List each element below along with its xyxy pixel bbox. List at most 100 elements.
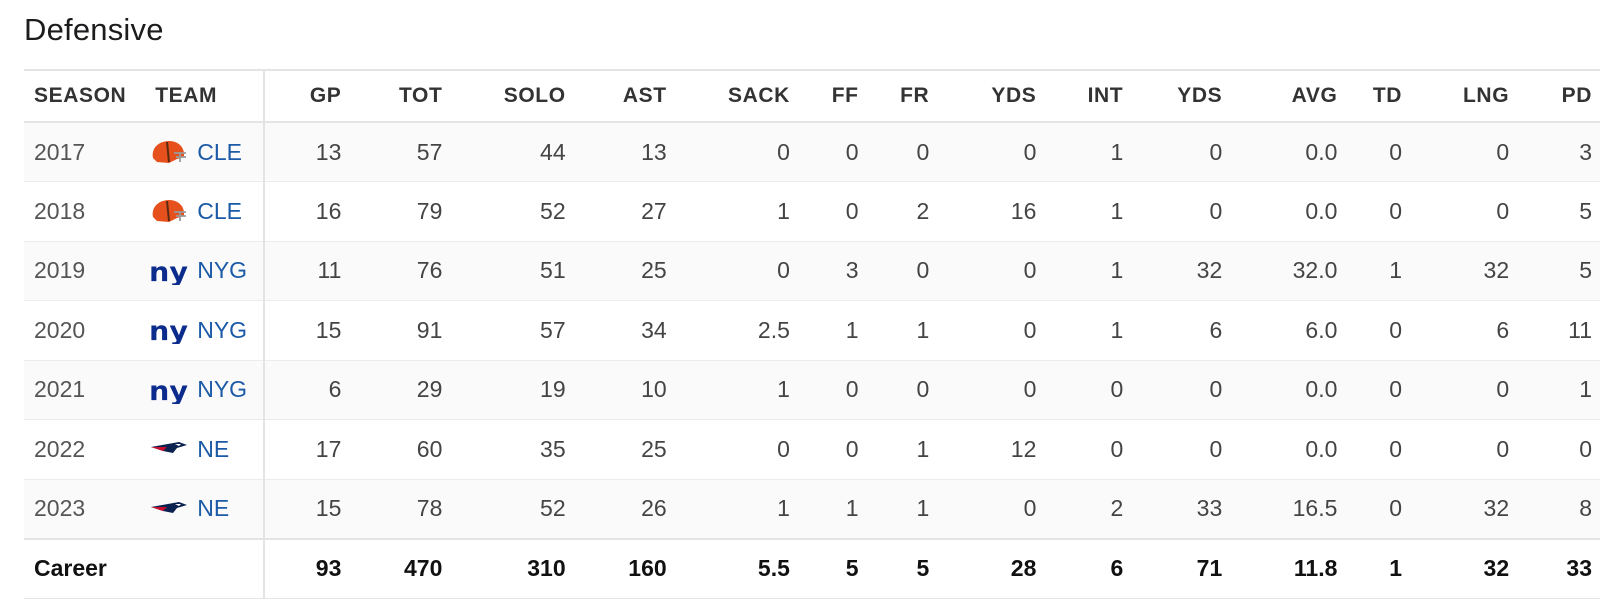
- yds-fumble-cell: 16: [1010, 197, 1037, 224]
- yds-fumble-cell: 0: [1023, 257, 1037, 284]
- table-row: 2021 ny NYG 6 29 19 10 1 0 0 0 0 0 0.0 0 0 1: [24, 360, 1600, 420]
- season-cell: 2022: [34, 435, 86, 462]
- avg-cell: 16.5: [1292, 495, 1338, 521]
- team-link[interactable]: NE: [197, 435, 230, 462]
- pd-cell: 11: [1568, 316, 1592, 343]
- team-cell[interactable]: ny NYG: [145, 241, 266, 301]
- header-solo[interactable]: SOLO: [503, 84, 566, 107]
- header-ast[interactable]: AST: [622, 84, 667, 107]
- gp-cell: 6: [328, 376, 342, 403]
- team-link[interactable]: NE: [197, 495, 230, 521]
- season-cell: 2019: [34, 257, 86, 284]
- gp-cell: 15: [315, 495, 342, 521]
- yds-fumble-cell: 0: [1023, 138, 1037, 165]
- tot-cell: 79: [416, 197, 443, 224]
- int-cell: 1: [1110, 316, 1124, 343]
- gp-cell: 16: [315, 197, 342, 224]
- ff-cell: 3: [845, 257, 859, 284]
- header-yds-int[interactable]: YDS: [1177, 84, 1223, 107]
- lng-cell: 0: [1496, 197, 1510, 224]
- yds-int-cell: 0: [1209, 435, 1223, 462]
- career-gp: 93: [315, 555, 342, 581]
- career-pd: 33: [1566, 555, 1592, 581]
- gp-cell: 15: [315, 316, 342, 343]
- team-link[interactable]: NYG: [197, 257, 248, 284]
- header-int[interactable]: INT: [1087, 84, 1124, 107]
- int-cell: 1: [1110, 257, 1124, 284]
- season-cell: 2021: [34, 376, 86, 403]
- career-lng: 32: [1483, 555, 1510, 581]
- team-cell[interactable]: NE: [145, 419, 266, 479]
- header-team[interactable]: TEAM: [145, 70, 266, 122]
- tot-cell: 91: [416, 316, 443, 343]
- tot-cell: 57: [416, 138, 443, 165]
- team-link[interactable]: NYG: [197, 376, 248, 403]
- ff-cell: 0: [845, 197, 859, 224]
- career-yds-int: 71: [1196, 555, 1223, 581]
- tot-cell: 29: [416, 376, 443, 403]
- ff-cell: 1: [845, 316, 859, 343]
- avg-cell: 32.0: [1292, 257, 1338, 284]
- solo-cell: 19: [540, 376, 566, 403]
- yds-int-cell: 0: [1209, 138, 1223, 165]
- ff-cell: 0: [845, 376, 859, 403]
- header-sack[interactable]: SACK: [728, 84, 790, 107]
- svg-text:ny: ny: [149, 257, 188, 285]
- int-cell: 1: [1110, 197, 1124, 224]
- team-cell[interactable]: CLE: [145, 181, 266, 241]
- ast-cell: 25: [641, 435, 667, 462]
- header-row: SEASON TEAM GP TOT SOLO AST SACK FF FR Y…: [24, 70, 1600, 122]
- team-link[interactable]: CLE: [197, 138, 242, 165]
- career-team: [145, 538, 266, 598]
- sack-cell: 0: [777, 138, 790, 165]
- career-int: 6: [1110, 555, 1124, 581]
- sack-cell: 1: [777, 376, 790, 403]
- sack-cell: 1: [777, 197, 790, 224]
- table-row: 2022 NE 17 60 35 25 0 0 1 12 0 0 0.0 0 0 0: [24, 419, 1600, 479]
- header-season[interactable]: SEASON: [34, 84, 127, 107]
- header-pd[interactable]: PD: [1561, 84, 1592, 107]
- lng-cell: 32: [1483, 495, 1510, 521]
- section-title: Defensive: [24, 12, 164, 47]
- gp-cell: 13: [315, 138, 342, 165]
- season-cell: 2018: [34, 197, 86, 224]
- header-gp[interactable]: GP: [309, 84, 342, 107]
- header-fr[interactable]: FR: [900, 84, 930, 107]
- season-cell: 2017: [34, 138, 86, 165]
- header-ff[interactable]: FF: [831, 84, 859, 107]
- solo-cell: 52: [540, 197, 566, 224]
- gp-cell: 17: [315, 435, 342, 462]
- team-link[interactable]: NYG: [197, 316, 248, 343]
- fr-cell: 2: [916, 197, 930, 224]
- header-lng[interactable]: LNG: [1463, 84, 1510, 107]
- team-link[interactable]: CLE: [197, 197, 242, 224]
- sack-cell: 1: [777, 495, 790, 521]
- giants-ny-icon: ny: [149, 257, 188, 288]
- yds-fumble-cell: 12: [1010, 435, 1037, 462]
- header-tot[interactable]: TOT: [398, 84, 443, 107]
- table-row: 2018 CLE 16 79 52 27 1 0 2 16 1 0 0.0 0 0 5: [24, 181, 1600, 241]
- lng-cell: 32: [1483, 257, 1510, 284]
- td-cell: 0: [1389, 138, 1403, 165]
- avg-cell: 0.0: [1305, 435, 1338, 462]
- career-tot: 470: [404, 555, 443, 581]
- header-avg[interactable]: AVG: [1291, 84, 1338, 107]
- header-yds-fumble[interactable]: YDS: [991, 84, 1037, 107]
- team-cell[interactable]: ny NYG: [145, 360, 266, 420]
- ff-cell: 0: [845, 435, 859, 462]
- career-sack: 5.5: [757, 555, 790, 581]
- td-cell: 0: [1389, 495, 1403, 521]
- team-cell[interactable]: ny NYG: [145, 300, 266, 360]
- team-cell[interactable]: NE: [145, 479, 266, 539]
- season-cell: 2023: [34, 495, 86, 521]
- table-row: 2020 ny NYG 15 91 57 34 2.5 1 1 0 1 6 6.0 0 6 11: [24, 300, 1600, 360]
- header-td[interactable]: TD: [1372, 84, 1403, 107]
- yds-int-cell: 0: [1209, 197, 1223, 224]
- yds-fumble-cell: 0: [1023, 316, 1037, 343]
- lng-cell: 0: [1496, 376, 1510, 403]
- team-cell[interactable]: CLE: [145, 122, 266, 182]
- browns-helmet-icon: [149, 197, 187, 225]
- table-row: 2023 NE 15 78 52 26 1 1 1 0 2 33 16.5 0 32 8: [24, 479, 1600, 539]
- int-cell: 2: [1110, 495, 1124, 521]
- lng-cell: 0: [1496, 138, 1510, 165]
